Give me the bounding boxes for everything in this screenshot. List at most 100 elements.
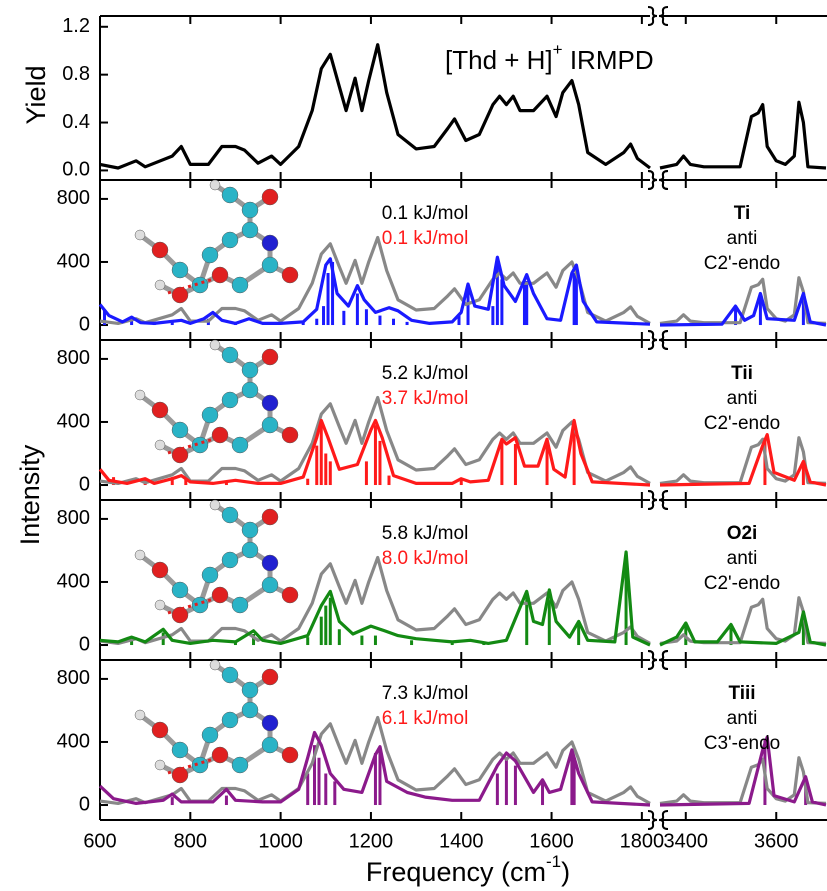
y-tick-label: 400 (57, 250, 90, 272)
y-tick-label: 400 (57, 730, 90, 752)
atom (242, 202, 258, 218)
conformer-label: O2i (727, 523, 758, 544)
energy-label: 0.1 kJ/mol (382, 203, 469, 224)
energy-label: 0.1 kJ/mol (382, 228, 469, 249)
atom (242, 362, 258, 378)
energy-label: 3.7 kJ/mol (382, 388, 469, 409)
x-axis-title-end: ) (561, 857, 570, 887)
intensity-axis-title: Intensity (15, 444, 45, 545)
atom (222, 392, 238, 408)
atom (192, 277, 208, 293)
atom (192, 757, 208, 773)
atom (282, 587, 298, 603)
atom (282, 747, 298, 763)
atom (155, 280, 165, 290)
atom (222, 507, 238, 523)
atom (135, 230, 145, 240)
x-tick-label: 1400 (439, 830, 484, 852)
atom (212, 427, 228, 443)
title-suffix: IRMPD (563, 45, 654, 75)
atom (152, 562, 168, 578)
y-tick-label: 800 (57, 347, 90, 369)
atom (282, 267, 298, 283)
atom (210, 180, 220, 190)
y-tick-label: 0 (79, 473, 90, 495)
y-tick-label: 400 (57, 570, 90, 592)
atom (202, 407, 218, 423)
pucker-label: C3'-endo (704, 733, 781, 754)
x-tick-label: 1200 (349, 830, 394, 852)
molecule-illustration (135, 340, 298, 463)
atom (282, 427, 298, 443)
atom (172, 262, 188, 278)
atom (242, 542, 258, 558)
x-tick-label: 1800 (620, 830, 665, 852)
atom (262, 577, 278, 593)
glycosidic-label: anti (727, 388, 758, 409)
x-tick-label: 800 (174, 830, 207, 852)
atom (262, 737, 278, 753)
molecule-illustration (135, 500, 298, 623)
atom (262, 509, 278, 525)
y-tick-label: 0 (79, 793, 90, 815)
y-tick-label: 0.4 (62, 111, 90, 133)
atom (262, 395, 278, 411)
y-tick-label: 1.2 (62, 15, 90, 37)
y-tick-label: 0.8 (62, 63, 90, 85)
atom (232, 437, 248, 453)
atom (172, 447, 188, 463)
atom (232, 757, 248, 773)
energy-label: 5.8 kJ/mol (382, 523, 469, 544)
atom (232, 597, 248, 613)
atom (135, 710, 145, 720)
atom (192, 437, 208, 453)
yield-axis-title: Yield (21, 65, 51, 124)
energy-label: 6.1 kJ/mol (382, 708, 469, 729)
glycosidic-label: anti (727, 708, 758, 729)
y-tick-label: 800 (57, 187, 90, 209)
atom (222, 712, 238, 728)
x2-tick-label: 3600 (754, 830, 799, 852)
glycosidic-label: anti (727, 228, 758, 249)
atom (262, 669, 278, 685)
atom (172, 422, 188, 438)
atom (222, 552, 238, 568)
atom (262, 189, 278, 205)
atom (202, 247, 218, 263)
y-tick-label: 0 (79, 633, 90, 655)
atom (212, 747, 228, 763)
atom (172, 742, 188, 758)
conformer-label: Tiii (728, 683, 755, 704)
atom (172, 287, 188, 303)
title-superscript: + (553, 40, 563, 59)
y-tick-label: 800 (57, 667, 90, 689)
atom (172, 767, 188, 783)
atom (262, 257, 278, 273)
atom (135, 550, 145, 560)
atom (210, 500, 220, 510)
atom (202, 567, 218, 583)
title-main: [Thd + H] (445, 45, 553, 75)
atom (152, 402, 168, 418)
y-tick-label: 400 (57, 410, 90, 432)
x-axis-title-superscript: -1 (546, 852, 561, 871)
atom (242, 522, 258, 538)
pucker-label: C2'-endo (704, 413, 781, 434)
energy-label: 7.3 kJ/mol (382, 683, 469, 704)
atom (262, 349, 278, 365)
atom (262, 417, 278, 433)
pucker-label: C2'-endo (704, 253, 781, 274)
conformer-label: Tii (731, 363, 753, 384)
atom (222, 232, 238, 248)
pucker-label: C2'-endo (704, 573, 781, 594)
molecule-illustration (135, 660, 298, 783)
x-axis-title: Frequency (cm-1) (366, 852, 570, 887)
atom (152, 242, 168, 258)
atom (242, 682, 258, 698)
chart-title: [Thd + H]+ IRMPD (445, 40, 654, 74)
energy-label: 5.2 kJ/mol (382, 363, 469, 384)
conformer-label: Ti (734, 203, 751, 224)
y-tick-label: 0.0 (62, 159, 90, 181)
x-tick-label: 600 (83, 830, 116, 852)
molecule-illustration (135, 180, 298, 303)
